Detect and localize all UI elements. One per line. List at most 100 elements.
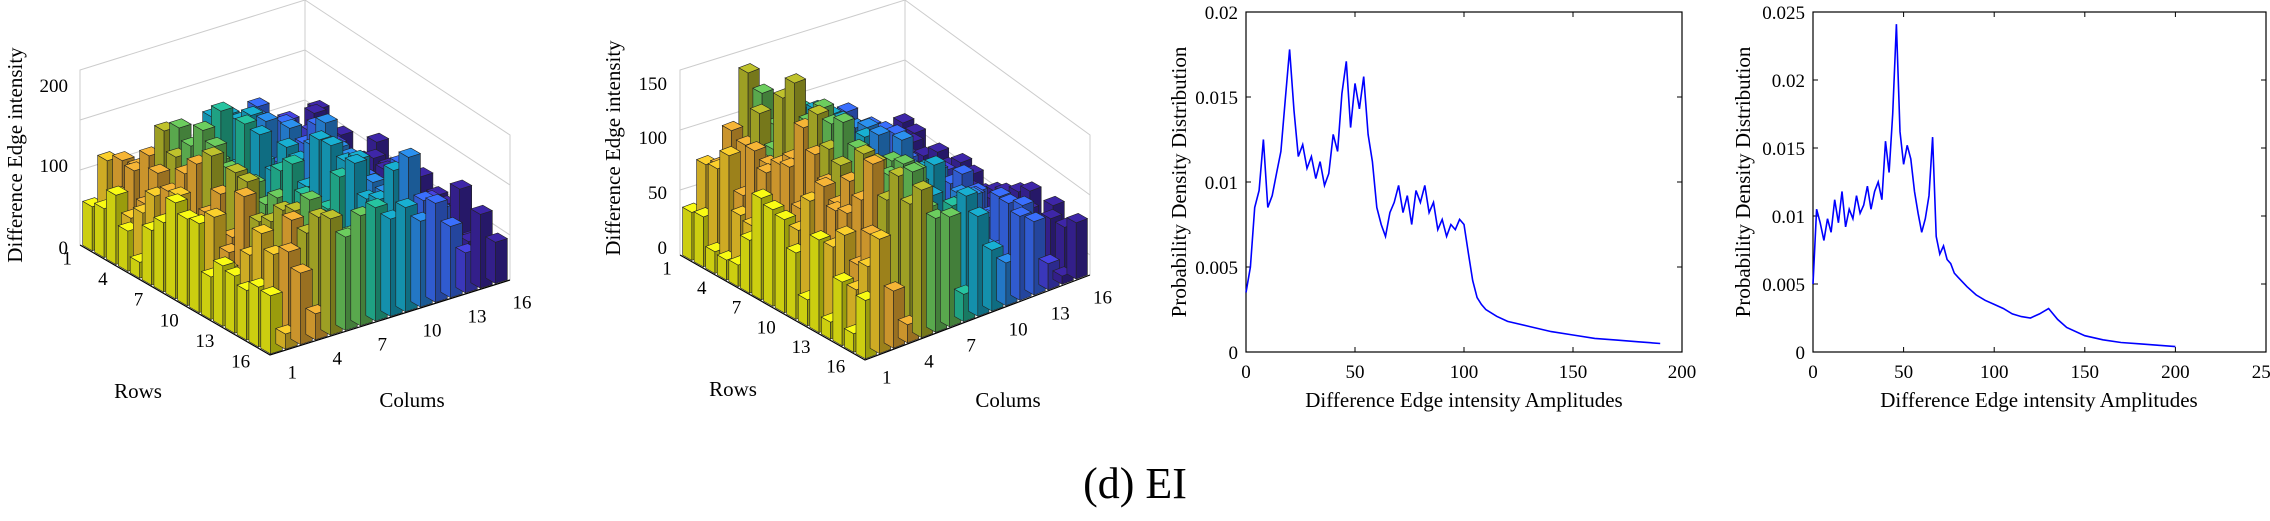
bar-top xyxy=(807,104,830,115)
bar-top xyxy=(883,281,906,292)
col-tick-label: 4 xyxy=(333,349,343,370)
pdf-panel-right: 05010015020025000.0050.010.0150.020.025 … xyxy=(1731,3,2270,412)
x-tick-label: 250 xyxy=(2252,362,2270,383)
pdf-left-axes-box xyxy=(1245,11,1683,353)
bar-top xyxy=(440,216,464,227)
bar-face xyxy=(213,259,224,327)
x-tick-label: 150 xyxy=(1559,362,1588,383)
y-tick-label: 0.02 xyxy=(1205,3,1238,24)
bar-top xyxy=(212,256,236,267)
bar3d-right-axes xyxy=(679,254,1091,361)
bar-top xyxy=(952,164,975,175)
bar3d-left-col-ticks: 1 4 7 10 13 16 xyxy=(288,292,532,383)
bar-top xyxy=(281,210,305,221)
bar-top xyxy=(260,286,284,297)
bar-top xyxy=(1038,253,1061,265)
bar-top xyxy=(251,224,275,235)
bar3d-right-row-ticks: 1 4 7 10 13 16 xyxy=(662,258,845,377)
bar-face xyxy=(350,209,361,327)
bar-face xyxy=(911,184,922,339)
bar-face xyxy=(106,189,117,266)
col-tick-label: 16 xyxy=(1093,288,1112,309)
bar-top xyxy=(1012,195,1035,206)
bar-face xyxy=(954,288,965,323)
y-tick-label: 0.01 xyxy=(1772,207,1805,228)
bar3d-left-axes xyxy=(79,244,511,356)
bar-top xyxy=(967,206,990,217)
y-tick-label: 0.005 xyxy=(1195,258,1238,279)
bar-top xyxy=(830,155,853,166)
bar3d-right-zlabel: Difference Edge intensity xyxy=(601,40,625,256)
y-tick-label: 0.02 xyxy=(1772,71,1805,92)
bar-top xyxy=(249,125,273,136)
bar-face xyxy=(693,211,704,268)
bar-top xyxy=(749,103,772,114)
bar-top xyxy=(105,185,129,196)
bar3d-right-ylabel: Rows xyxy=(709,377,757,401)
bar-top xyxy=(147,163,171,174)
bar-face xyxy=(470,208,481,289)
bar-top xyxy=(290,263,314,274)
col-tick-label: 7 xyxy=(966,336,976,357)
bar-top xyxy=(814,176,837,188)
pdf-left-xlabel: Difference Edge intensity Amplitudes xyxy=(1305,388,1622,412)
bar-top xyxy=(833,112,856,123)
col-tick-label: 13 xyxy=(468,306,487,327)
bar-top xyxy=(255,111,279,122)
bar3d-left-ztick: 200 xyxy=(40,76,69,97)
row-tick-label: 13 xyxy=(792,337,811,358)
bar-top xyxy=(751,188,774,199)
bar-top xyxy=(485,232,509,243)
bar-face xyxy=(141,224,152,286)
bar-face xyxy=(410,215,421,308)
y-tick-label: 0.01 xyxy=(1205,173,1238,194)
bar-face xyxy=(869,233,880,355)
y-tick-label: 0.015 xyxy=(1762,139,1805,160)
col-tick-label: 10 xyxy=(423,321,442,342)
pdf-right-ylabel: Probability Density Distribution xyxy=(1731,46,1755,317)
bar-face xyxy=(290,267,301,346)
x-tick-label: 200 xyxy=(2161,362,2190,383)
bar-face xyxy=(494,238,508,284)
bar-face xyxy=(189,217,200,314)
row-tick-label: 16 xyxy=(231,352,250,373)
bar3d-left-zlabel: Difference Edge intensity xyxy=(3,47,27,263)
row-tick-label: 7 xyxy=(134,290,144,311)
bar-face xyxy=(320,212,331,336)
bar-top xyxy=(204,136,228,147)
bar3d-right-xlabel: Colums xyxy=(975,388,1040,412)
x-tick-label: 50 xyxy=(1894,362,1913,383)
x-tick-label: 100 xyxy=(1450,362,1479,383)
bar-top xyxy=(981,240,1004,251)
bar-top xyxy=(1040,208,1063,220)
bar-top xyxy=(902,162,925,173)
col-tick-label: 10 xyxy=(1009,320,1028,341)
bar-top xyxy=(165,193,189,204)
bar-top xyxy=(762,199,785,211)
bar-top xyxy=(308,130,332,141)
bar-face xyxy=(177,213,188,307)
bar-top xyxy=(240,105,264,116)
bar-face xyxy=(740,234,750,294)
bar-3d xyxy=(1066,212,1089,280)
bar-top xyxy=(398,147,422,158)
bar-face xyxy=(455,246,466,294)
bar-top xyxy=(862,154,885,165)
x-tick-label: 150 xyxy=(2071,362,2100,383)
bar-top xyxy=(853,144,876,155)
bar-face xyxy=(1010,210,1021,301)
bar-top xyxy=(950,152,973,164)
bar-face xyxy=(260,289,271,355)
bar-face xyxy=(335,231,346,331)
bar3d-panel-left: Difference Edge intensity 0 100 200 1471… xyxy=(3,0,532,412)
bar-face xyxy=(982,244,993,312)
bar-top xyxy=(857,117,880,129)
bar-top xyxy=(1009,206,1032,217)
bar-top xyxy=(201,146,225,157)
row-tick-label: 10 xyxy=(757,317,776,338)
col-tick-label: 4 xyxy=(924,351,934,372)
bar-top xyxy=(1066,212,1089,224)
bar-face xyxy=(809,234,820,334)
row-tick-label: 10 xyxy=(160,310,179,331)
